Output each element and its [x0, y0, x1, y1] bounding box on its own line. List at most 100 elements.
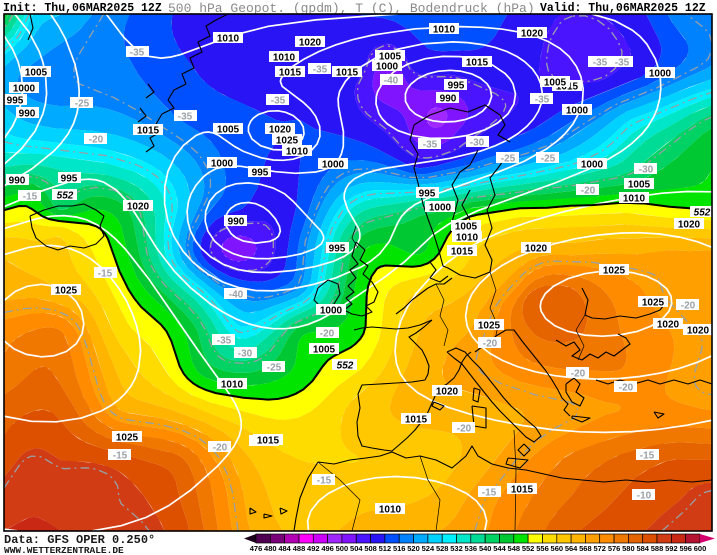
- svg-text:500 hPa Geopot. (gpdm), T (C),: 500 hPa Geopot. (gpdm), T (C), Bodendruc…: [168, 1, 535, 16]
- svg-text:1020: 1020: [521, 29, 544, 40]
- svg-text:552: 552: [694, 208, 711, 219]
- svg-text:-25: -25: [501, 154, 516, 165]
- svg-text:995: 995: [448, 81, 465, 92]
- svg-text:532: 532: [450, 544, 463, 553]
- svg-text:995: 995: [329, 244, 346, 255]
- svg-text:995: 995: [7, 96, 24, 107]
- svg-text:-20: -20: [213, 443, 228, 454]
- svg-text:1000: 1000: [566, 106, 589, 117]
- svg-text:1005: 1005: [25, 68, 48, 79]
- svg-text:-35: -35: [130, 48, 145, 59]
- svg-text:990: 990: [228, 217, 245, 228]
- svg-text:990: 990: [19, 109, 36, 120]
- svg-text:484: 484: [278, 544, 291, 553]
- svg-text:1020: 1020: [525, 244, 548, 255]
- svg-text:-25: -25: [541, 154, 556, 165]
- svg-text:504: 504: [350, 544, 363, 553]
- svg-text:1005: 1005: [455, 222, 478, 233]
- svg-text:-15: -15: [23, 192, 38, 203]
- svg-text:Valid: Thu,06MAR2025 12Z: Valid: Thu,06MAR2025 12Z: [540, 2, 706, 15]
- svg-text:-15: -15: [113, 451, 128, 462]
- svg-text:1000: 1000: [376, 62, 399, 73]
- svg-text:1005: 1005: [379, 52, 402, 63]
- svg-text:1020: 1020: [299, 38, 322, 49]
- svg-text:1005: 1005: [628, 180, 651, 191]
- svg-text:-35: -35: [217, 336, 232, 347]
- svg-text:-30: -30: [639, 165, 654, 176]
- svg-text:1005: 1005: [544, 78, 567, 89]
- svg-text:-35: -35: [423, 140, 438, 151]
- svg-text:1005: 1005: [313, 345, 336, 356]
- svg-text:-20: -20: [571, 369, 586, 380]
- svg-text:536: 536: [465, 544, 478, 553]
- svg-text:1000: 1000: [429, 203, 452, 214]
- svg-text:1025: 1025: [116, 433, 139, 444]
- svg-text:500: 500: [336, 544, 349, 553]
- svg-text:1010: 1010: [217, 34, 240, 45]
- svg-text:-30: -30: [470, 138, 485, 149]
- svg-text:1020: 1020: [269, 125, 292, 136]
- svg-text:1010: 1010: [286, 147, 309, 158]
- svg-text:496: 496: [321, 544, 334, 553]
- svg-text:1010: 1010: [221, 380, 244, 391]
- svg-text:-25: -25: [267, 363, 282, 374]
- svg-text:1025: 1025: [276, 136, 299, 147]
- svg-text:1010: 1010: [433, 25, 456, 36]
- svg-text:1015: 1015: [511, 485, 534, 496]
- svg-text:1010: 1010: [456, 233, 479, 244]
- svg-text:-15: -15: [317, 476, 332, 487]
- svg-text:-20: -20: [581, 186, 596, 197]
- svg-text:580: 580: [622, 544, 635, 553]
- svg-text:552: 552: [522, 544, 535, 553]
- svg-text:540: 540: [479, 544, 492, 553]
- svg-text:1020: 1020: [127, 202, 150, 213]
- svg-text:-40: -40: [229, 290, 244, 301]
- svg-text:-35: -35: [178, 112, 193, 123]
- svg-text:572: 572: [593, 544, 606, 553]
- svg-text:-25: -25: [75, 99, 90, 110]
- svg-text:-15: -15: [482, 488, 497, 499]
- svg-text:1025: 1025: [603, 266, 626, 277]
- svg-text:-40: -40: [384, 76, 399, 87]
- svg-text:1000: 1000: [13, 84, 36, 95]
- svg-text:512: 512: [379, 544, 392, 553]
- svg-text:528: 528: [436, 544, 449, 553]
- svg-text:1015: 1015: [451, 247, 474, 258]
- svg-text:1015: 1015: [405, 415, 428, 426]
- svg-text:-20: -20: [320, 329, 335, 340]
- svg-text:-20: -20: [89, 135, 104, 146]
- svg-text:1015: 1015: [137, 126, 160, 137]
- svg-text:1010: 1010: [623, 194, 646, 205]
- svg-text:1000: 1000: [649, 69, 672, 80]
- svg-text:576: 576: [608, 544, 621, 553]
- svg-text:1010: 1010: [273, 53, 296, 64]
- svg-text:1005: 1005: [217, 125, 240, 136]
- svg-text:1025: 1025: [478, 321, 501, 332]
- svg-text:-20: -20: [457, 424, 472, 435]
- svg-text:592: 592: [665, 544, 678, 553]
- svg-text:-30: -30: [238, 349, 253, 360]
- svg-text:544: 544: [493, 544, 506, 553]
- svg-text:516: 516: [393, 544, 406, 553]
- svg-text:995: 995: [419, 189, 436, 200]
- svg-text:-15: -15: [98, 269, 113, 280]
- svg-text:1015: 1015: [257, 436, 280, 447]
- svg-text:600: 600: [694, 544, 707, 553]
- svg-text:1000: 1000: [320, 306, 343, 317]
- svg-text:-35: -35: [593, 58, 608, 69]
- svg-text:WWW.WETTERZENTRALE.DE: WWW.WETTERZENTRALE.DE: [4, 545, 124, 555]
- svg-text:-10: -10: [637, 491, 652, 502]
- svg-text:552: 552: [337, 361, 354, 372]
- svg-text:-35: -35: [271, 96, 286, 107]
- svg-text:-15: -15: [640, 451, 655, 462]
- svg-text:1015: 1015: [466, 58, 489, 69]
- svg-text:488: 488: [293, 544, 306, 553]
- svg-text:-35: -35: [313, 65, 328, 76]
- svg-text:564: 564: [565, 544, 578, 553]
- svg-text:1000: 1000: [211, 159, 234, 170]
- svg-text:-35: -35: [535, 95, 550, 106]
- svg-text:-20: -20: [483, 339, 498, 350]
- svg-text:1000: 1000: [581, 160, 604, 171]
- svg-text:Init: Thu,06MAR2025 12Z: Init: Thu,06MAR2025 12Z: [3, 2, 162, 15]
- svg-text:Data: GFS OPER 0.250°: Data: GFS OPER 0.250°: [4, 533, 155, 547]
